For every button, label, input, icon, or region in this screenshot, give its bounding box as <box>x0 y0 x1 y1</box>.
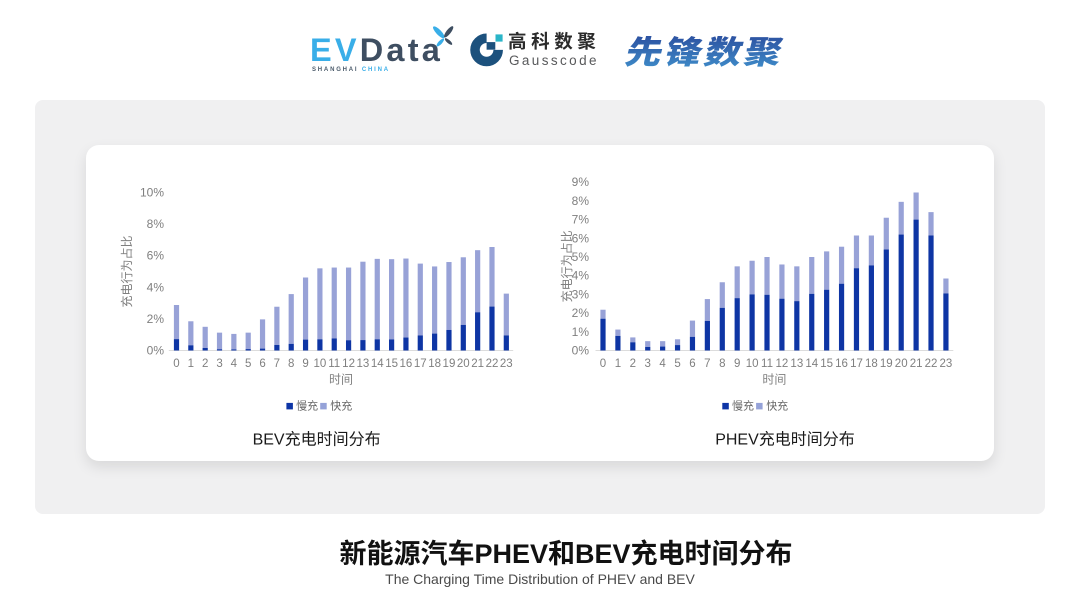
svg-text:8: 8 <box>719 358 725 370</box>
svg-text:23: 23 <box>940 358 953 370</box>
svg-text:11: 11 <box>328 358 340 370</box>
svg-text:充电行为占比: 充电行为占比 <box>559 230 574 302</box>
svg-text:10: 10 <box>746 358 759 370</box>
svg-text:9: 9 <box>734 358 740 370</box>
svg-text:18: 18 <box>428 358 441 370</box>
svg-text:4%: 4% <box>147 280 165 294</box>
svg-text:14: 14 <box>805 358 818 370</box>
svg-text:慢充: 慢充 <box>732 399 754 413</box>
svg-text:3: 3 <box>216 358 222 370</box>
svg-text:3: 3 <box>645 358 651 370</box>
svg-text:8%: 8% <box>572 194 590 208</box>
svg-text:4: 4 <box>231 358 238 370</box>
svg-text:5%: 5% <box>572 250 590 264</box>
svg-text:16: 16 <box>400 358 413 370</box>
svg-text:19: 19 <box>880 358 893 370</box>
svg-text:慢充: 慢充 <box>296 399 318 413</box>
svg-text:13: 13 <box>357 358 370 370</box>
svg-text:12: 12 <box>776 358 789 370</box>
svg-text:5: 5 <box>674 358 680 370</box>
svg-text:时间: 时间 <box>762 373 786 387</box>
svg-text:0%: 0% <box>147 344 165 358</box>
svg-text:13: 13 <box>790 358 803 370</box>
svg-text:5: 5 <box>245 358 251 370</box>
svg-text:17: 17 <box>850 358 863 370</box>
svg-text:快充: 快充 <box>766 399 788 413</box>
svg-text:时间: 时间 <box>329 373 353 387</box>
svg-text:1: 1 <box>615 358 621 370</box>
svg-text:7%: 7% <box>572 213 590 227</box>
svg-text:18: 18 <box>865 358 878 370</box>
svg-text:12: 12 <box>342 358 355 370</box>
svg-text:15: 15 <box>820 358 833 370</box>
svg-text:2%: 2% <box>572 306 590 320</box>
svg-text:0: 0 <box>173 358 179 370</box>
svg-text:22: 22 <box>925 358 938 370</box>
svg-text:20: 20 <box>457 358 470 370</box>
svg-text:PHEV充电时间分布: PHEV充电时间分布 <box>715 430 855 448</box>
svg-text:6: 6 <box>689 358 695 370</box>
svg-text:8: 8 <box>288 358 294 370</box>
svg-text:2: 2 <box>202 358 208 370</box>
svg-text:7: 7 <box>704 358 710 370</box>
svg-text:6%: 6% <box>572 231 590 245</box>
svg-text:2: 2 <box>630 358 636 370</box>
svg-text:8%: 8% <box>147 217 165 231</box>
svg-text:4: 4 <box>659 358 666 370</box>
svg-text:19: 19 <box>443 358 456 370</box>
svg-text:16: 16 <box>835 358 848 370</box>
svg-text:快充: 快充 <box>330 399 352 413</box>
svg-text:9: 9 <box>302 358 308 370</box>
svg-text:21: 21 <box>471 358 484 370</box>
svg-text:9%: 9% <box>572 175 590 189</box>
svg-text:21: 21 <box>910 358 923 370</box>
svg-text:10: 10 <box>314 358 327 370</box>
svg-text:22: 22 <box>486 358 499 370</box>
svg-text:15: 15 <box>385 358 398 370</box>
svg-text:7: 7 <box>274 358 280 370</box>
svg-text:2%: 2% <box>147 312 165 326</box>
svg-text:4%: 4% <box>572 269 590 283</box>
svg-text:14: 14 <box>371 358 384 370</box>
svg-text:23: 23 <box>500 358 513 370</box>
svg-text:充电行为占比: 充电行为占比 <box>119 235 134 307</box>
svg-text:1: 1 <box>188 358 194 370</box>
svg-text:BEV充电时间分布: BEV充电时间分布 <box>253 430 381 448</box>
svg-text:3%: 3% <box>572 287 590 301</box>
svg-text:6: 6 <box>259 358 265 370</box>
svg-text:10%: 10% <box>140 186 164 200</box>
svg-text:0: 0 <box>600 358 606 370</box>
svg-text:11: 11 <box>761 358 773 370</box>
svg-text:17: 17 <box>414 358 427 370</box>
svg-text:6%: 6% <box>147 249 165 263</box>
svg-text:0%: 0% <box>572 344 590 358</box>
svg-text:20: 20 <box>895 358 908 370</box>
svg-text:1%: 1% <box>572 325 590 339</box>
